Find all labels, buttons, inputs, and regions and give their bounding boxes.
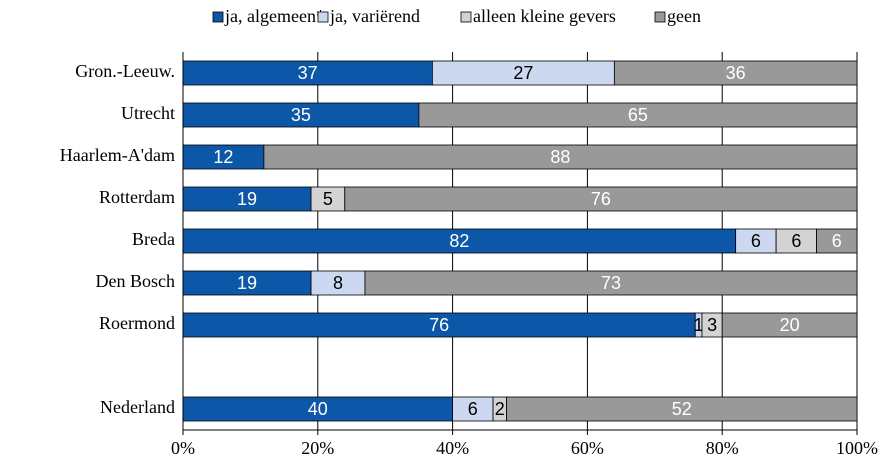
x-tick-label: 40% [436,438,469,458]
data-label: 52 [672,399,692,419]
data-label: 2 [495,399,505,419]
bar-segment [364,270,858,296]
data-label: 5 [323,189,333,209]
data-label: 36 [726,63,746,83]
y-tick-label: Breda [132,229,175,249]
data-label: 73 [601,273,621,293]
bar-segment [816,228,858,254]
bar-segment [506,396,858,422]
bar-segment [182,102,420,128]
legend-label: geen [667,6,701,26]
bar-segment [263,144,858,170]
y-tick-label: Haarlem-A'dam [60,145,175,165]
data-label: 37 [298,63,318,83]
data-label: 6 [791,231,801,251]
bar-segment [613,60,858,86]
data-label: 27 [513,63,533,83]
data-label: 20 [780,315,800,335]
data-label: 65 [628,105,648,125]
data-label: 12 [213,147,233,167]
data-label: 82 [449,231,469,251]
x-tick-label: 20% [301,438,334,458]
legend-swatch [212,11,224,23]
data-label: 19 [237,189,257,209]
y-tick-label: Nederland [100,397,175,417]
legend-label: ja, variërend [329,6,420,26]
data-label: 6 [832,231,842,251]
y-tick-label: Utrecht [121,103,175,123]
legend-swatch [317,11,329,23]
y-tick-label: Gron.-Leeuw. [75,61,175,81]
bar-segment [310,270,366,296]
legend-swatch [460,11,472,23]
x-tick-label: 0% [171,438,195,458]
data-label: 40 [308,399,328,419]
data-label: 6 [751,231,761,251]
x-tick-label: 100% [836,438,878,458]
x-tick-label: 60% [571,438,604,458]
data-label: 76 [429,315,449,335]
bar-segment [452,396,494,422]
bar-segment [344,186,858,212]
bar-segment [431,60,615,86]
bar-segment [418,102,858,128]
bar-segment [310,186,346,212]
y-tick-label: Den Bosch [96,271,176,291]
x-tick-label: 80% [706,438,739,458]
bar-segment [182,60,433,86]
legend-label: alleen kleine gevers [473,6,616,26]
bar-segment [775,228,817,254]
data-label: 6 [468,399,478,419]
data-label: 76 [591,189,611,209]
legend-label: ja, algemeen* [224,6,325,26]
y-tick-label: Rotterdam [99,187,175,207]
data-label: 1 [694,315,704,335]
data-label: 8 [333,273,343,293]
data-label: 3 [707,315,717,335]
data-label: 35 [291,105,311,125]
bar-segment [721,312,858,338]
bar-segment [182,270,312,296]
data-label: 88 [550,147,570,167]
legend-swatch [654,11,666,23]
bar-segment [182,144,265,170]
bar-segment [182,228,737,254]
data-label: 19 [237,273,257,293]
y-tick-label: Roermond [99,313,175,333]
